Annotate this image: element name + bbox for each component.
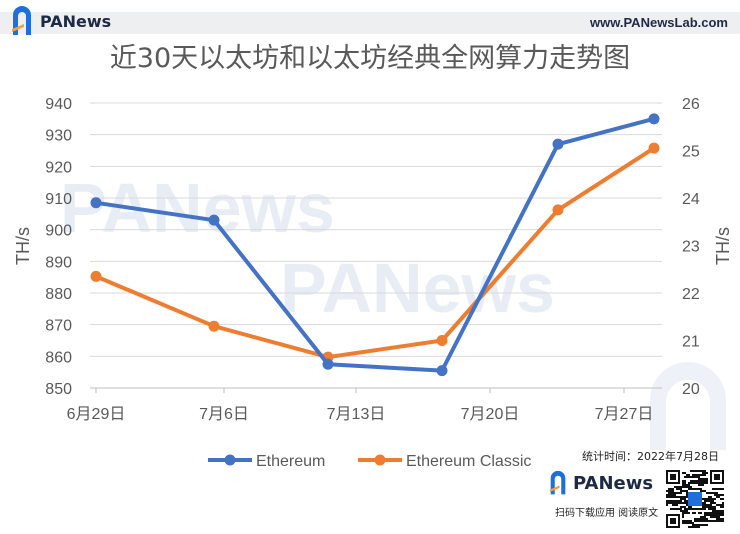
grid-lines [90,102,662,357]
y-tick-label: 900 [45,223,72,240]
watermark-text: PANews [60,169,335,247]
y2-tick-label: 21 [682,334,700,351]
y2-tick-label: 26 [682,96,700,113]
series-line-ethereum-classic [95,146,656,360]
data-point [90,197,102,209]
y2-tick-label: 25 [682,144,700,161]
y2-axis-label: TH/s [713,227,733,265]
y2-tick-label: 23 [682,239,700,256]
series-group [90,113,660,377]
chart-title: 近30天以太坊和以太坊经典全网算力走势图 [109,43,631,74]
y-tick-label: 940 [45,96,72,113]
legend: Ethereum Ethereum Classic [208,453,531,470]
brand-logo: PANews [10,4,111,38]
data-point [552,204,564,216]
site-url: www.PANewsLab.com [590,15,728,30]
legend-marker [374,454,386,466]
data-point [436,365,448,377]
panews-logo-icon [549,470,566,495]
y-tick-label: 920 [45,159,72,176]
series-line-ethereum [95,116,655,373]
y2-tick-label: 22 [682,286,700,303]
header-bar [0,12,740,34]
axes: 6月29日 7月6日 7月13日 7月20日 7月27日 850 860 870 880 890 9… [13,96,733,423]
footer-logo: PANews [548,470,653,496]
legend-label: Ethereum [256,453,325,470]
qr-code-icon[interactable] [666,470,724,528]
scan-text: 扫码下载应用 阅读原文 [555,508,659,519]
legend-label: Ethereum Classic [406,453,531,470]
y-tick-label: 870 [45,318,72,335]
y-tick-label: 910 [45,191,72,208]
y2-tick-label: 20 [682,381,700,398]
x-tick-label: 7月6日 [199,406,249,423]
data-point [552,138,564,150]
y-tick-label: 890 [45,254,72,271]
panews-logo-icon [12,6,31,36]
data-point [648,113,660,125]
footer-brand: PANews [573,472,654,494]
x-tick-label: 6月29日 [67,406,126,423]
watermark-logo-icon [650,362,726,450]
data-point [90,270,102,282]
y-tick-label: 850 [45,381,72,398]
y-tick-label: 860 [45,349,72,366]
x-tick-label: 7月20日 [461,406,520,423]
data-point [648,142,660,154]
stat-date: 2022年7月28日 [637,450,719,463]
data-point [322,358,334,370]
data-point [208,320,220,332]
stat-time: 统计时间：2022年7月28日 [582,448,719,464]
y-axis-label: TH/s [13,227,33,265]
legend-marker [224,454,236,466]
data-point [436,335,448,346]
y2-tick-label: 24 [682,191,700,208]
stat-label: 统计时间： [582,450,637,463]
y-tick-label: 930 [45,128,72,145]
x-tick-label: 7月13日 [327,406,386,423]
y-tick-label: 880 [45,286,72,303]
data-point [208,214,220,226]
brand-name: PANews [40,11,112,31]
x-tick-label: 7月27日 [595,406,654,423]
